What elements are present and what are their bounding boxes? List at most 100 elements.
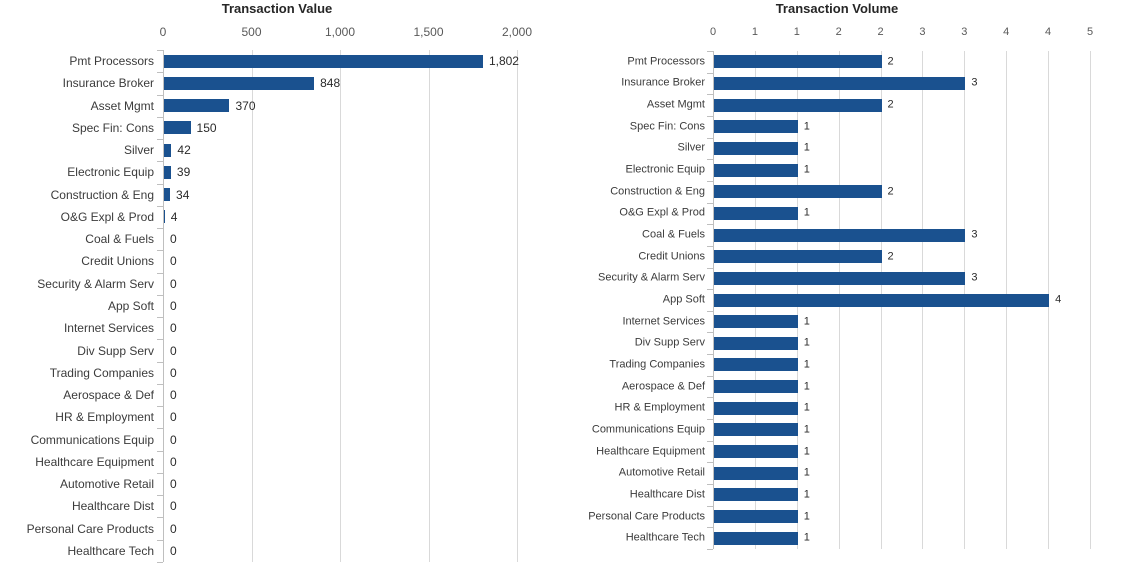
category-axis-tick [157, 495, 163, 497]
category-axis-tick [157, 205, 163, 207]
category-label: Security & Alarm Serv [598, 271, 705, 284]
category-axis-tick [707, 440, 713, 442]
category-label: Personal Care Products [588, 510, 705, 523]
category-label: Silver [123, 143, 154, 158]
x-axis-tick-label: 500 [241, 25, 262, 39]
value-label: 4 [1055, 293, 1062, 306]
bar [714, 76, 966, 90]
category-label: Coal & Fuels [642, 228, 705, 241]
category-axis-tick [707, 72, 713, 74]
bar [714, 423, 798, 437]
category-axis-tick [707, 310, 713, 312]
category-label: Personal Care Products [26, 521, 154, 536]
category-label: Spec Fin: Cons [629, 120, 705, 133]
value-label: 1 [803, 141, 810, 154]
category-label: Silver [677, 141, 705, 154]
bar [164, 54, 483, 68]
x-axis-tick-label: 2 [835, 26, 842, 38]
category-axis-tick [157, 406, 163, 408]
bar [714, 163, 798, 177]
value-label: 2 [887, 185, 894, 198]
category-axis-tick [157, 539, 163, 541]
category-axis-tick [157, 450, 163, 452]
bar [714, 271, 966, 285]
bar [714, 120, 798, 134]
transaction-volume-chart-title: Transaction Volume [775, 1, 899, 16]
x-axis-tick-label: 1 [793, 26, 800, 38]
bar [714, 531, 798, 545]
x-axis-tick-label: 4 [1003, 26, 1010, 38]
category-axis-line [713, 51, 714, 549]
value-label: 3 [971, 228, 978, 241]
category-label: Credit Unions [638, 250, 705, 263]
value-label: 1 [803, 488, 810, 501]
value-label: 1 [803, 206, 810, 219]
bar [714, 315, 798, 329]
category-label: HR & Employment [614, 401, 705, 414]
bar [714, 488, 798, 502]
bar [164, 165, 171, 179]
category-axis-tick [707, 245, 713, 247]
category-axis-tick [707, 354, 713, 356]
value-label: 34 [176, 187, 190, 202]
value-label: 848 [320, 76, 341, 91]
bar [164, 143, 172, 157]
x-axis-tick-label: 1,000 [324, 25, 356, 39]
value-label: 0 [170, 254, 177, 269]
x-axis-tick-label: 4 [1045, 26, 1052, 38]
category-axis-tick [707, 94, 713, 96]
category-axis-tick [157, 183, 163, 185]
category-label: App Soft [107, 299, 154, 313]
value-label: 1 [803, 380, 810, 393]
category-axis-tick [707, 51, 713, 52]
value-label: 42 [177, 143, 191, 158]
category-axis-tick [157, 94, 163, 96]
x-axis-tick-label: 2,000 [501, 25, 533, 39]
value-label: 1 [803, 315, 810, 328]
category-axis-tick [157, 228, 163, 230]
category-label: Automotive Retail [618, 466, 705, 479]
category-axis-tick [707, 180, 713, 182]
bar [714, 293, 1050, 307]
category-label: Coal & Fuels [85, 232, 154, 247]
x-axis-tick-label: 1,500 [413, 25, 444, 39]
value-label: 1 [803, 445, 810, 458]
category-label: App Soft [662, 293, 705, 306]
value-label: 1 [803, 336, 810, 349]
x-axis-tick-label: 0 [159, 25, 167, 39]
category-label: Insurance Broker [621, 76, 705, 89]
category-label: Electronic Equip [67, 165, 154, 180]
value-label: 0 [170, 321, 177, 336]
category-axis-tick [157, 161, 163, 163]
category-axis-tick [707, 397, 713, 399]
value-label: 150 [196, 120, 217, 135]
category-label: O&G Expl & Prod [619, 206, 705, 219]
category-label: Communications Equip [591, 423, 705, 436]
category-axis-tick [707, 527, 713, 529]
category-label: Automotive Retail [59, 477, 154, 492]
bar [714, 358, 798, 372]
category-axis-tick [707, 267, 713, 269]
bar [164, 99, 230, 113]
category-axis-tick [157, 139, 163, 141]
category-label: Construction & Eng [50, 187, 154, 202]
category-axis-tick [157, 116, 163, 118]
category-label: Healthcare Tech [67, 543, 155, 558]
value-label: 0 [170, 477, 177, 492]
value-label: 0 [170, 388, 177, 403]
value-label: 1 [803, 510, 810, 523]
bar [164, 121, 191, 135]
category-axis-tick [707, 375, 713, 377]
category-axis-tick [157, 361, 163, 363]
bar [714, 445, 798, 459]
bar [714, 380, 798, 394]
value-label: 2 [887, 98, 894, 111]
category-axis-tick [707, 224, 713, 226]
category-label: Construction & Eng [610, 185, 705, 198]
value-label: 0 [170, 432, 177, 447]
bar [164, 76, 315, 90]
x-axis-tick-label: 3 [961, 26, 968, 38]
value-label: 0 [170, 276, 177, 291]
value-label: 1 [803, 531, 810, 544]
value-label: 39 [176, 165, 191, 180]
